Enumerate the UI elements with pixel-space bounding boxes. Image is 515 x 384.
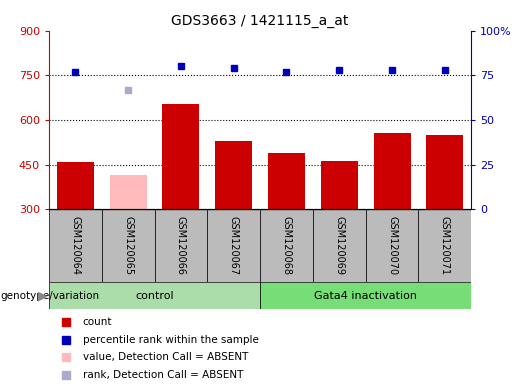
Bar: [207, 209, 260, 282]
Text: ▶: ▶: [38, 289, 47, 302]
Text: GSM120066: GSM120066: [176, 216, 186, 275]
Text: GSM120069: GSM120069: [334, 216, 344, 275]
Bar: [260, 282, 471, 309]
Bar: [260, 209, 313, 282]
Bar: [110, 175, 147, 209]
Bar: [313, 209, 366, 282]
Text: percentile rank within the sample: percentile rank within the sample: [83, 335, 259, 345]
Text: rank, Detection Call = ABSENT: rank, Detection Call = ABSENT: [83, 370, 243, 380]
Bar: [162, 104, 199, 209]
Text: control: control: [135, 291, 174, 301]
Text: GSM120064: GSM120064: [71, 216, 80, 275]
Bar: [321, 161, 358, 209]
Text: GSM120070: GSM120070: [387, 216, 397, 275]
Text: value, Detection Call = ABSENT: value, Detection Call = ABSENT: [83, 353, 248, 362]
Bar: [426, 136, 464, 209]
Bar: [57, 162, 94, 209]
Bar: [418, 209, 471, 282]
Bar: [49, 282, 260, 309]
Text: GSM120071: GSM120071: [440, 216, 450, 275]
Bar: [373, 133, 410, 209]
Bar: [268, 153, 305, 209]
Bar: [49, 209, 102, 282]
Text: GSM120065: GSM120065: [123, 216, 133, 275]
Text: GSM120067: GSM120067: [229, 216, 238, 275]
Title: GDS3663 / 1421115_a_at: GDS3663 / 1421115_a_at: [171, 14, 349, 28]
Bar: [101, 209, 154, 282]
Text: count: count: [83, 317, 112, 327]
Text: GSM120068: GSM120068: [282, 216, 291, 275]
Bar: [366, 209, 418, 282]
Bar: [154, 209, 207, 282]
Text: Gata4 inactivation: Gata4 inactivation: [314, 291, 417, 301]
Text: genotype/variation: genotype/variation: [1, 291, 99, 301]
Bar: [215, 141, 252, 209]
